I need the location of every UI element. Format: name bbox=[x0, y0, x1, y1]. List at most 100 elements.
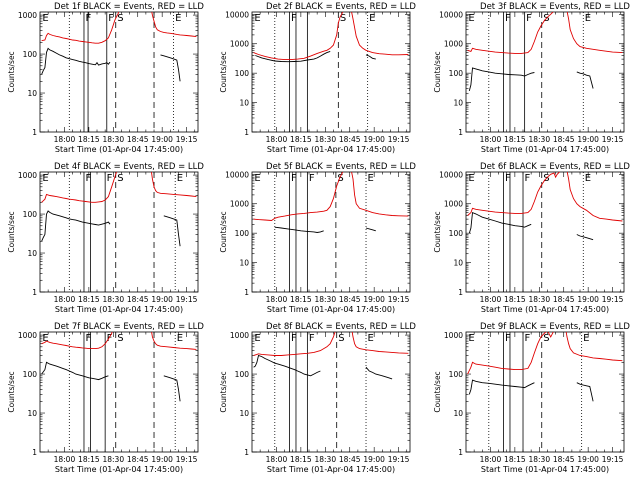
x-tick-label: 18:00 bbox=[54, 455, 76, 464]
events-series-line bbox=[163, 215, 181, 247]
y-tick-label: 10000 bbox=[439, 170, 463, 179]
x-axis-label: Start Time (01-Apr-04 17:45:00) bbox=[267, 305, 395, 314]
x-tick-label: 18:15 bbox=[78, 455, 100, 464]
x-tick-label: 19:00 bbox=[363, 455, 385, 464]
x-tick-label: 19:00 bbox=[151, 455, 173, 464]
y-tick-label: 100 bbox=[235, 69, 250, 78]
event-marker-label: S bbox=[117, 333, 123, 344]
event-marker-label: E bbox=[175, 13, 181, 24]
y-axis-label: Counts/sec bbox=[433, 371, 442, 412]
x-axis-label: Start Time (01-Apr-04 17:45:00) bbox=[481, 305, 609, 314]
y-tick-label: 10 bbox=[453, 99, 463, 108]
x-tick-label: 19:00 bbox=[363, 135, 385, 144]
event-marker-label: E bbox=[42, 333, 48, 344]
y-axis-label: Counts/sec bbox=[219, 371, 228, 412]
x-tick-label: 18:15 bbox=[504, 455, 526, 464]
y-tick-label: 1000 bbox=[444, 331, 463, 340]
y-tick-label: 1000 bbox=[444, 200, 463, 209]
events-series-line bbox=[468, 379, 535, 395]
y-tick-label: 10000 bbox=[225, 170, 249, 179]
event-marker-label: F bbox=[107, 333, 113, 344]
plot-frame bbox=[251, 11, 411, 133]
y-tick-label: 100 bbox=[23, 210, 38, 219]
x-tick-label: 18:00 bbox=[480, 455, 502, 464]
x-tick-label: 19:00 bbox=[151, 135, 173, 144]
panel-title: Det 5f BLACK = Events, RED = LLD bbox=[266, 162, 416, 172]
event-marker-label: E bbox=[585, 173, 591, 184]
y-axis-label: Counts/sec bbox=[7, 211, 16, 252]
y-tick-label: 10 bbox=[27, 89, 37, 98]
lld-series-line bbox=[253, 332, 336, 356]
x-tick-label: 18:30 bbox=[102, 135, 124, 144]
x-tick-label: 18:45 bbox=[339, 455, 361, 464]
lld-series-line bbox=[566, 12, 623, 54]
x-tick-label: 19:00 bbox=[151, 295, 173, 304]
y-tick-label: 100 bbox=[23, 50, 38, 59]
x-tick-label: 18:30 bbox=[314, 455, 336, 464]
event-marker-label: F bbox=[505, 173, 511, 184]
panel-title: Det 6f BLACK = Events, RED = LLD bbox=[480, 162, 630, 172]
events-series-line bbox=[41, 210, 111, 242]
y-tick-label: 1000 bbox=[18, 331, 37, 340]
event-marker-label: S bbox=[117, 173, 123, 184]
event-marker-label: F bbox=[505, 13, 511, 24]
x-tick-label: 19:15 bbox=[388, 295, 410, 304]
detector-panel: Det 8f BLACK = Events, RED = LLD 1 10 100 10… bbox=[219, 322, 416, 474]
event-marker-label: E bbox=[177, 333, 183, 344]
x-tick-label: 18:15 bbox=[78, 295, 100, 304]
plot-frame bbox=[251, 171, 411, 293]
events-series-line bbox=[365, 227, 376, 232]
x-tick-label: 18:00 bbox=[266, 135, 288, 144]
events-series-line bbox=[468, 211, 532, 234]
event-marker-label: E bbox=[254, 333, 260, 344]
lld-series-line bbox=[41, 332, 113, 350]
event-marker-label: F bbox=[525, 333, 531, 344]
x-tick-label: 18:00 bbox=[54, 295, 76, 304]
event-marker-label: F bbox=[505, 333, 511, 344]
x-axis-label: Start Time (01-Apr-04 17:45:00) bbox=[55, 465, 183, 474]
lld-series-line bbox=[351, 12, 409, 56]
y-axis-label: Counts/sec bbox=[7, 371, 16, 412]
events-series-line bbox=[255, 50, 331, 63]
panel-title: Det 2f BLACK = Events, RED = LLD bbox=[266, 2, 416, 12]
x-tick-label: 19:15 bbox=[602, 455, 624, 464]
y-tick-label: 1 bbox=[244, 128, 249, 137]
event-marker-label: E bbox=[468, 333, 474, 344]
y-tick-label: 100 bbox=[449, 370, 464, 379]
x-tick-label: 18:45 bbox=[553, 135, 575, 144]
detector-panel: Det 6f BLACK = Events, RED = LLD 1 10 100 10… bbox=[433, 162, 630, 314]
y-tick-label: 10 bbox=[239, 259, 249, 268]
x-tick-label: 18:15 bbox=[504, 135, 526, 144]
y-tick-label: 1000 bbox=[18, 11, 37, 20]
event-marker-label: F bbox=[291, 13, 297, 24]
y-tick-label: 1000 bbox=[230, 40, 249, 49]
y-tick-label: 10 bbox=[27, 249, 37, 258]
x-tick-label: 19:00 bbox=[577, 295, 599, 304]
lld-series-line bbox=[467, 12, 554, 54]
x-tick-label: 19:15 bbox=[602, 295, 624, 304]
y-tick-label: 100 bbox=[449, 69, 464, 78]
plot-frame bbox=[39, 331, 199, 453]
x-tick-label: 18:15 bbox=[290, 295, 312, 304]
detector-panel: Det 7f BLACK = Events, RED = LLD 1 10 100 10… bbox=[7, 322, 204, 474]
x-tick-label: 18:45 bbox=[339, 135, 361, 144]
events-series-line bbox=[365, 54, 376, 60]
event-marker-label: E bbox=[468, 173, 474, 184]
x-axis-label: Start Time (01-Apr-04 17:45:00) bbox=[55, 305, 183, 314]
lld-series-line bbox=[351, 332, 409, 354]
x-tick-label: 18:45 bbox=[553, 295, 575, 304]
x-tick-label: 19:15 bbox=[176, 135, 198, 144]
event-marker-label: E bbox=[468, 13, 474, 24]
event-marker-label: E bbox=[42, 13, 48, 24]
event-marker-label: F bbox=[526, 13, 532, 24]
event-marker-label: E bbox=[585, 13, 591, 24]
event-marker-label: S bbox=[337, 173, 343, 184]
event-marker-label: S bbox=[543, 333, 549, 344]
y-tick-label: 100 bbox=[23, 370, 38, 379]
y-tick-label: 1 bbox=[32, 128, 37, 137]
event-marker-label: F bbox=[291, 333, 297, 344]
plot-frame bbox=[465, 171, 625, 293]
event-marker-label: E bbox=[254, 173, 260, 184]
event-marker-label: S bbox=[338, 333, 344, 344]
x-tick-label: 18:45 bbox=[127, 295, 149, 304]
